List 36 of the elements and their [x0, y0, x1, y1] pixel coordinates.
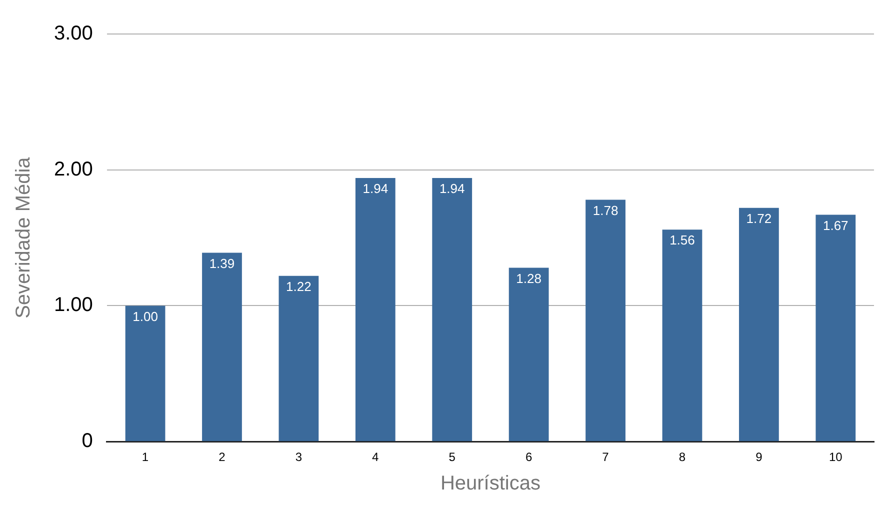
- y-axis-title: Severidade Média: [12, 156, 35, 318]
- data-label: 1.56: [670, 232, 695, 248]
- x-tick-label: 10: [828, 450, 843, 464]
- data-label: 1.78: [592, 202, 618, 218]
- bar: [738, 208, 779, 442]
- data-label: 1.39: [209, 256, 235, 271]
- x-tick-label: 9: [756, 450, 763, 464]
- x-tick-label: 7: [602, 450, 610, 464]
- bar: [278, 276, 319, 442]
- x-tick-label: 2: [218, 450, 226, 464]
- y-tick-label: 3.00: [54, 22, 93, 45]
- data-label: 1.94: [439, 181, 465, 196]
- y-tick-label: 0: [82, 430, 93, 452]
- data-label: 1.00: [132, 308, 158, 324]
- bar: [662, 230, 702, 442]
- data-label: 1.94: [362, 181, 388, 196]
- bar: [586, 200, 626, 442]
- bar: [125, 306, 166, 442]
- bar: [432, 178, 472, 442]
- data-label: 1.72: [746, 210, 772, 226]
- x-tick-label: 5: [448, 450, 456, 464]
- bar: [202, 252, 242, 442]
- bar: [355, 178, 396, 442]
- x-axis-title: Heurísticas: [440, 472, 540, 495]
- data-label: 1.67: [822, 218, 848, 233]
- y-tick-label: 1.00: [54, 294, 93, 316]
- data-label: 1.22: [286, 278, 312, 294]
- x-tick-label: 4: [372, 450, 380, 464]
- x-tick-label: 1: [142, 450, 149, 464]
- x-tick-label: 3: [295, 450, 302, 464]
- bar: [508, 268, 549, 442]
- bar: [816, 214, 856, 442]
- y-tick-label: 2.00: [54, 158, 93, 180]
- data-label: 1.28: [516, 270, 542, 286]
- x-tick-label: 8: [678, 450, 686, 464]
- x-tick-label: 6: [525, 450, 532, 464]
